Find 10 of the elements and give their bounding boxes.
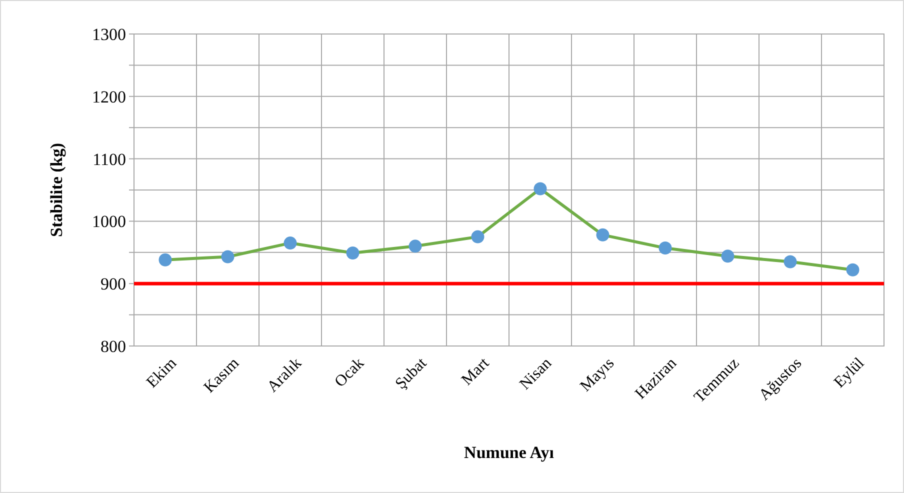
x-tick-label: Mart [458,354,493,389]
y-axis-title: Stabilite (kg) [47,143,66,237]
y-tick-label: 1200 [92,87,126,106]
y-tick-label: 800 [100,336,126,356]
x-tick-label: Ocak [332,354,368,391]
y-tick-label: 1100 [92,150,126,169]
x-axis-title: Numune Ayı [464,443,554,462]
y-tick-label: 900 [100,274,126,294]
y-tick-label: 1000 [92,212,126,232]
y-tick-label: 1300 [92,24,126,44]
